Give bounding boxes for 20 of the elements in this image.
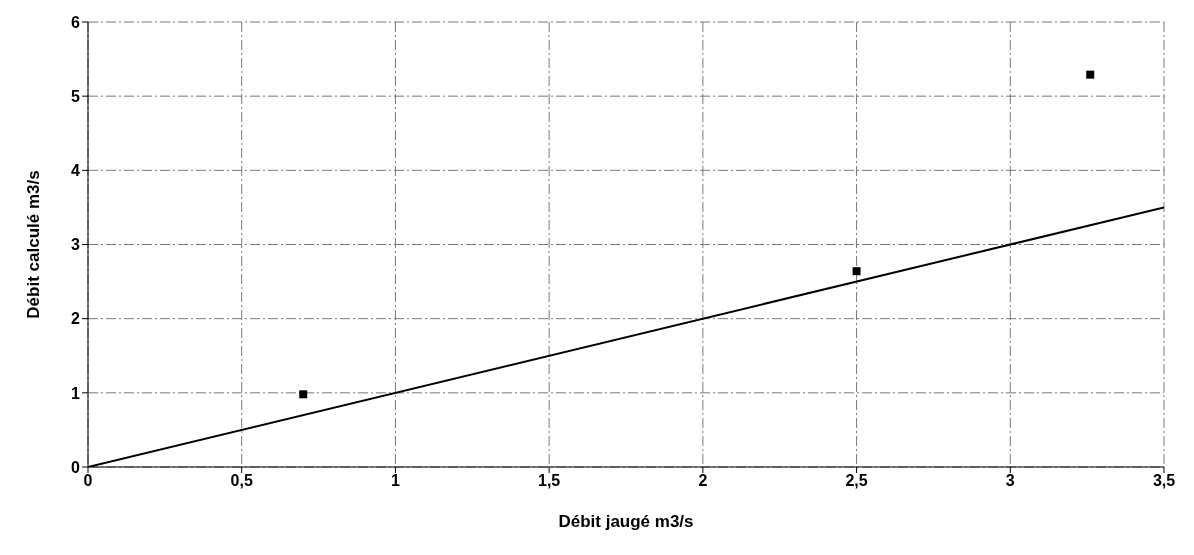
y-axis-title: Débit calculé m3/s	[24, 170, 44, 319]
point	[299, 390, 308, 399]
x-tick-label: 1	[390, 472, 400, 490]
y-tick-label: 2	[71, 310, 81, 328]
y-tick-label: 0	[71, 458, 81, 476]
x-tick-label: 2	[698, 472, 708, 490]
x-tick-label: 1,5	[538, 472, 561, 490]
point	[852, 267, 861, 276]
x-tick-label: 3	[1005, 472, 1015, 490]
y-tick-label: 6	[71, 13, 81, 31]
y-tick-label: 3	[71, 236, 81, 254]
x-tick-label: 2,5	[845, 472, 868, 490]
y-tick-label: 4	[71, 162, 81, 180]
y-tick-label: 1	[71, 384, 81, 402]
point	[1086, 70, 1095, 79]
x-tick-label: 0,5	[230, 472, 253, 490]
x-axis-title: Débit jaugé m3/s	[558, 512, 694, 531]
y-tick-label: 5	[71, 87, 81, 105]
x-tick-label: 3,5	[1152, 472, 1176, 490]
x-tick-label: 0	[83, 472, 93, 490]
